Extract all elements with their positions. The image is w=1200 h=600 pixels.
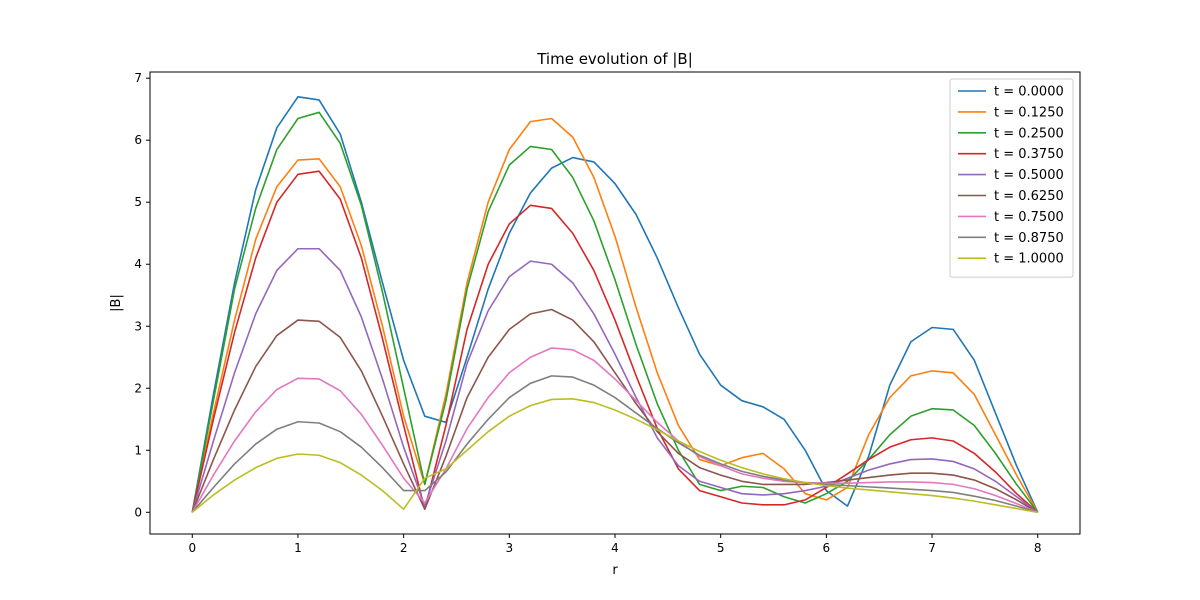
series-line-6 [191,347,1039,514]
x-tick-label: 1 [294,541,302,555]
legend-label: t = 0.7500 [994,210,1064,225]
series-line-0 [191,96,1039,513]
legend-label: t = 0.2500 [994,126,1064,141]
legend-label: t = 0.8750 [994,231,1064,246]
series-line-7 [191,375,1038,514]
series-line-1 [191,117,1039,513]
y-tick-label: 5 [134,195,142,209]
y-axis-label: |B| [109,294,124,312]
series-line-5 [191,308,1039,513]
x-tick-label: 5 [717,541,725,555]
x-tick-label: 8 [1034,541,1042,555]
y-tick-label: 4 [134,257,142,271]
legend-label: t = 0.6250 [994,189,1064,204]
y-tick-label: 7 [134,71,142,85]
legend-label: t = 1.0000 [994,252,1064,267]
series-line-4 [191,247,1039,513]
y-tick-label: 6 [134,133,142,147]
series-layer [191,96,1039,514]
legend: t = 0.0000 t = 0.1250 t = 0.2500 t = 0.3750… [949,78,1074,278]
series-line-2 [191,111,1039,513]
x-axis: 0 1 2 3 4 5 6 7 8 [188,534,1042,555]
x-axis-label: r [612,563,618,578]
y-tick-label: 3 [134,319,142,333]
legend-label: t = 0.0000 [994,85,1064,100]
x-tick-label: 3 [505,541,513,555]
y-tick-label: 0 [134,505,142,519]
chart-title: Time evolution of |B| [536,50,693,68]
series-line-3 [191,170,1039,513]
x-tick-label: 7 [928,541,936,555]
legend-label: t = 0.3750 [994,147,1064,162]
y-axis: 0 1 2 3 4 5 6 7 [134,71,150,519]
legend-label: t = 0.1250 [994,105,1064,120]
y-tick-label: 2 [134,381,142,395]
x-tick-label: 4 [611,541,619,555]
legend-box [949,78,1074,278]
x-tick-label: 6 [823,541,831,555]
legend-label: t = 0.5000 [994,168,1064,183]
x-tick-label: 0 [188,541,196,555]
y-tick-label: 1 [134,443,142,457]
series-line-8 [191,398,1038,514]
x-tick-label: 2 [400,541,408,555]
